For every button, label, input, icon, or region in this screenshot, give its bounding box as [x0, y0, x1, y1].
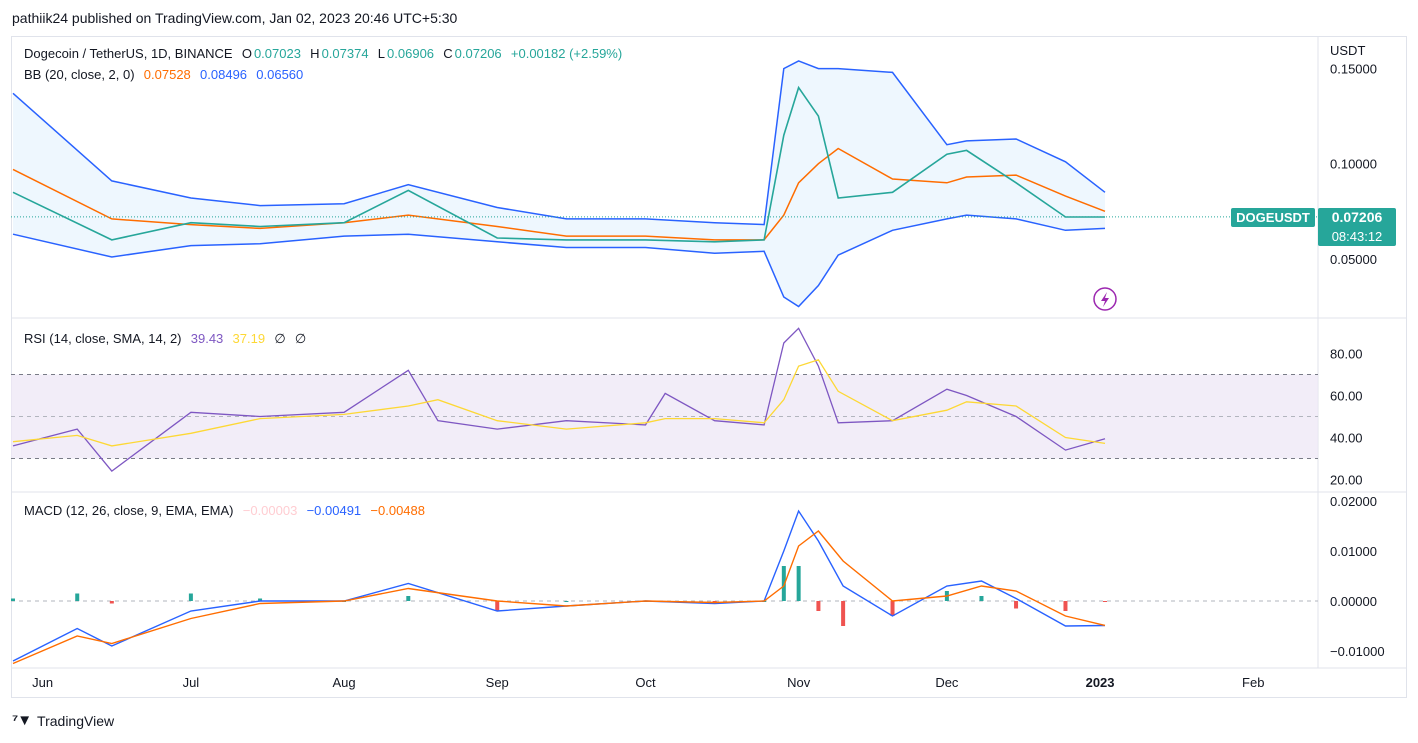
close-price-line: [12, 85, 1105, 243]
bb-upper-value: 0.08496: [200, 67, 248, 82]
tradingview-icon: ⁷▼: [12, 712, 32, 729]
bb-lower-line: [12, 214, 1106, 308]
macd-hist-bar: [890, 601, 895, 616]
rsi-sma-line: [12, 359, 1106, 447]
bb-fill: [13, 60, 1105, 307]
time-axis-label: Aug: [332, 675, 355, 690]
rsi-sma-value: 37.19: [232, 331, 266, 346]
low-value: 0.06906: [387, 46, 435, 61]
time-axis-label: Jul: [183, 675, 200, 690]
symbol-tag-text: DOGEUSDT: [1236, 210, 1310, 225]
macd-hist-bar: [564, 601, 569, 602]
price-axis-tick: 0.15000: [1330, 62, 1377, 77]
publisher-header: pathiik24 published on TradingView.com, …: [12, 10, 458, 26]
macd-value: −0.00491: [306, 503, 362, 518]
price-tag: [1318, 208, 1396, 246]
rsi-axis-tick: 80.00: [1330, 347, 1363, 362]
time-axis-label: Nov: [787, 675, 811, 690]
macd-hist-bar: [979, 596, 984, 601]
price-tag-value: 0.07206: [1332, 209, 1383, 225]
rsi-value: 39.43: [190, 331, 224, 346]
rsi-axis[interactable]: 80.00 60.00 40.00 20.00: [1330, 347, 1363, 488]
price-tag-countdown: 08:43:12: [1332, 229, 1383, 244]
macd-hist-bar: [258, 598, 263, 601]
macd-axis-tick: −0.01000: [1330, 644, 1385, 659]
low-label: L: [377, 46, 386, 61]
macd-hist-bar: [712, 601, 717, 602]
macd-hist-bar: [495, 601, 500, 611]
macd-hist-value: −0.00003: [242, 503, 298, 518]
lightning-icon[interactable]: [1093, 287, 1117, 311]
price-axis-tick: 0.10000: [1330, 157, 1377, 172]
signal-value: −0.00488: [370, 503, 425, 518]
bb-label[interactable]: BB (20, close, 2, 0): [24, 67, 135, 82]
rsi-empty-a: ∅: [274, 331, 286, 346]
open-value: 0.07023: [253, 46, 301, 61]
change-value: +0.00182 (+2.59%): [510, 46, 623, 61]
macd-label[interactable]: MACD (12, 26, close, 9, EMA, EMA): [24, 503, 234, 518]
chart-frame: [11, 36, 1407, 698]
bb-legend: BB (20, close, 2, 0) 0.07528 0.08496 0.0…: [24, 67, 305, 82]
main-legend: Dogecoin / TetherUS, 1D, BINANCE O 0.0702…: [24, 46, 624, 61]
price-axis-tick: 0.05000: [1330, 252, 1377, 267]
time-axis[interactable]: Jun Jul Aug Sep Oct Nov Dec 2023 Feb: [32, 675, 1264, 690]
macd-line: [12, 509, 1106, 662]
macd-hist-bar: [1014, 601, 1019, 609]
rsi-axis-tick: 60.00: [1330, 389, 1363, 404]
time-axis-label: 2023: [1086, 675, 1115, 690]
tradingview-logo[interactable]: ⁷▼ TradingView: [12, 712, 114, 729]
time-axis-label: Feb: [1242, 675, 1264, 690]
symbol-title[interactable]: Dogecoin / TetherUS, 1D, BINANCE: [24, 46, 233, 61]
high-label: H: [310, 46, 320, 61]
rsi-empty-b: ∅: [294, 331, 307, 346]
macd-axis[interactable]: 0.02000 0.01000 0.00000 −0.01000: [1330, 494, 1385, 659]
high-value: 0.07374: [321, 46, 369, 61]
macd-hist-bar: [75, 593, 80, 601]
macd-hist-bar: [11, 598, 15, 601]
rsi-band-background: [11, 374, 1318, 459]
time-axis-label: Jun: [32, 675, 53, 690]
time-axis-label: Sep: [486, 675, 509, 690]
macd-axis-tick: 0.00000: [1330, 594, 1377, 609]
rsi-axis-tick: 20.00: [1330, 473, 1363, 488]
price-axis[interactable]: 0.15000 0.10000 0.05000: [1330, 62, 1377, 267]
macd-hist-bar: [781, 566, 786, 601]
close-label: C: [443, 46, 453, 61]
macd-axis-tick: 0.01000: [1330, 544, 1377, 559]
rsi-label[interactable]: RSI (14, close, SMA, 14, 2): [24, 331, 182, 346]
macd-hist-bar: [406, 596, 411, 601]
macd-hist-bar: [109, 601, 114, 604]
rsi-line: [12, 327, 1106, 472]
signal-line: [12, 530, 1106, 665]
symbol-tag: [1231, 208, 1315, 227]
macd-hist-bar: [188, 593, 193, 601]
macd-hist-bar: [1063, 601, 1068, 611]
macd-axis-tick: 0.02000: [1330, 494, 1377, 509]
macd-hist-bar: [816, 601, 821, 611]
rsi-legend: RSI (14, close, SMA, 14, 2) 39.43 37.19 …: [24, 331, 308, 347]
bb-lower-value: 0.06560: [256, 67, 304, 82]
rsi-axis-tick: 40.00: [1330, 431, 1363, 446]
time-axis-label: Dec: [935, 675, 959, 690]
bb-upper-line: [12, 60, 1106, 226]
time-axis-label: Oct: [635, 675, 656, 690]
macd-hist-bar: [841, 601, 846, 626]
brand-name: TradingView: [37, 712, 115, 729]
macd-legend: MACD (12, 26, close, 9, EMA, EMA) −0.000…: [24, 503, 427, 518]
open-label: O: [241, 46, 252, 61]
macd-hist-bar: [796, 566, 801, 601]
close-value: 0.07206: [454, 46, 502, 61]
price-axis-unit: USDT: [1330, 43, 1365, 58]
macd-hist-bar: [1103, 601, 1107, 602]
bb-mid-value: 0.07528: [143, 67, 191, 82]
